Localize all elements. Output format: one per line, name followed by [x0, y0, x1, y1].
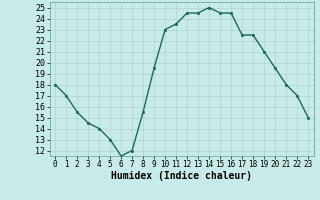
- X-axis label: Humidex (Indice chaleur): Humidex (Indice chaleur): [111, 171, 252, 181]
